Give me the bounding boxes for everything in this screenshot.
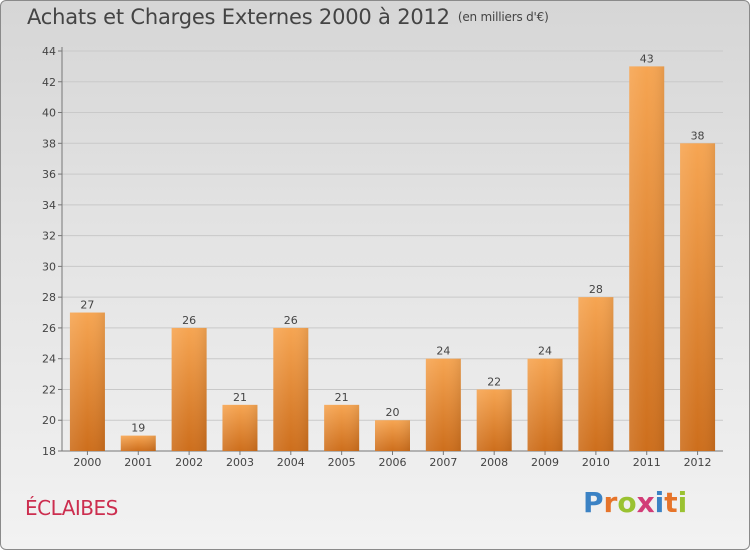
logo-letter: x: [636, 486, 655, 519]
y-tick-label: 20: [42, 414, 56, 427]
data-label: 21: [335, 391, 349, 404]
x-tick-label: 2003: [226, 456, 254, 469]
x-tick-label: 2011: [633, 456, 661, 469]
y-tick-label: 28: [42, 291, 56, 304]
grid-layer: [62, 50, 723, 452]
chart-title-text: Achats et Charges Externes 2000 à 2012: [27, 5, 450, 29]
y-tick-label: 42: [42, 76, 56, 89]
logo-letter: i: [654, 486, 665, 519]
bar: [680, 143, 716, 452]
data-label: 22: [487, 375, 501, 388]
bar: [324, 404, 360, 451]
bar: [578, 297, 614, 451]
y-tick-label: 40: [42, 107, 56, 120]
x-tick-label: 2009: [531, 456, 559, 469]
data-label: 26: [182, 314, 196, 327]
x-tick-label: 2006: [379, 456, 407, 469]
bar: [476, 389, 512, 451]
x-tick-label: 2001: [124, 456, 152, 469]
bar: [222, 404, 258, 451]
data-label: 24: [538, 345, 552, 358]
bar: [171, 327, 207, 451]
data-label: 26: [284, 314, 298, 327]
bar: [629, 66, 665, 451]
logo-letter: o: [617, 486, 637, 519]
commune-name: ÉCLAIBES: [25, 496, 118, 520]
y-tick-label: 44: [42, 45, 56, 58]
data-label: 27: [80, 299, 94, 312]
proxiti-logo[interactable]: Proxiti: [583, 486, 687, 519]
data-label: 20: [386, 406, 400, 419]
x-tick-label: 2005: [328, 456, 356, 469]
bar-shade: [375, 420, 410, 451]
bar-shade: [120, 435, 156, 451]
data-label: 38: [691, 129, 705, 142]
bar: [69, 312, 105, 451]
y-tick-label: 38: [42, 137, 56, 150]
data-label: 19: [131, 422, 145, 435]
bar: [273, 327, 309, 451]
bar: [527, 358, 563, 451]
data-label: 21: [233, 391, 247, 404]
bar: [425, 358, 461, 451]
y-tick-label: 32: [42, 230, 56, 243]
x-tick-label: 2000: [73, 456, 101, 469]
y-tick-label: 34: [42, 199, 56, 212]
y-tick-label: 30: [42, 260, 56, 273]
logo-letter: i: [677, 486, 688, 519]
y-tick-label: 24: [42, 353, 56, 366]
logo-letter: P: [583, 486, 604, 519]
x-tick-label: 2012: [684, 456, 712, 469]
y-tick-label: 26: [42, 322, 56, 335]
chart-title: Achats et Charges Externes 2000 à 2012 (e…: [27, 5, 549, 29]
chart-unit: (en milliers d'€): [457, 10, 549, 24]
data-label: 24: [436, 345, 450, 358]
bar-shade: [69, 312, 105, 451]
data-label: 28: [589, 283, 603, 296]
bar-shade: [578, 297, 614, 451]
bar-shade: [680, 143, 716, 452]
bar-shade: [629, 66, 665, 451]
logo-letter: r: [603, 486, 618, 519]
label-layer: 27 19 26 21 26 21 20 24 22 24 28 43 38: [80, 52, 704, 434]
bar-shade: [171, 327, 207, 451]
x-tick-label: 2008: [480, 456, 508, 469]
bar-shade: [324, 404, 360, 451]
y-tick-label: 18: [42, 445, 56, 458]
bar-shade: [273, 327, 309, 451]
y-tick-label: 22: [42, 383, 56, 396]
axis-layer: 18 20 22 24 26 28 30 32 34 36 38 40 42 44 2000 2001 2002…: [42, 45, 723, 469]
x-tick-label: 2002: [175, 456, 203, 469]
x-tick-label: 2004: [277, 456, 305, 469]
bar: [120, 435, 156, 451]
bar: [375, 420, 410, 451]
logo-letter: t: [664, 486, 678, 519]
x-tick-label: 2007: [429, 456, 457, 469]
bar-layer: [69, 66, 716, 452]
bar-shade: [476, 389, 512, 451]
y-tick-label: 36: [42, 168, 56, 181]
bar-shade: [425, 358, 461, 451]
x-tick-label: 2010: [582, 456, 610, 469]
bar-shade: [222, 404, 258, 451]
data-label: 43: [640, 52, 654, 65]
bar-shade: [527, 358, 563, 451]
